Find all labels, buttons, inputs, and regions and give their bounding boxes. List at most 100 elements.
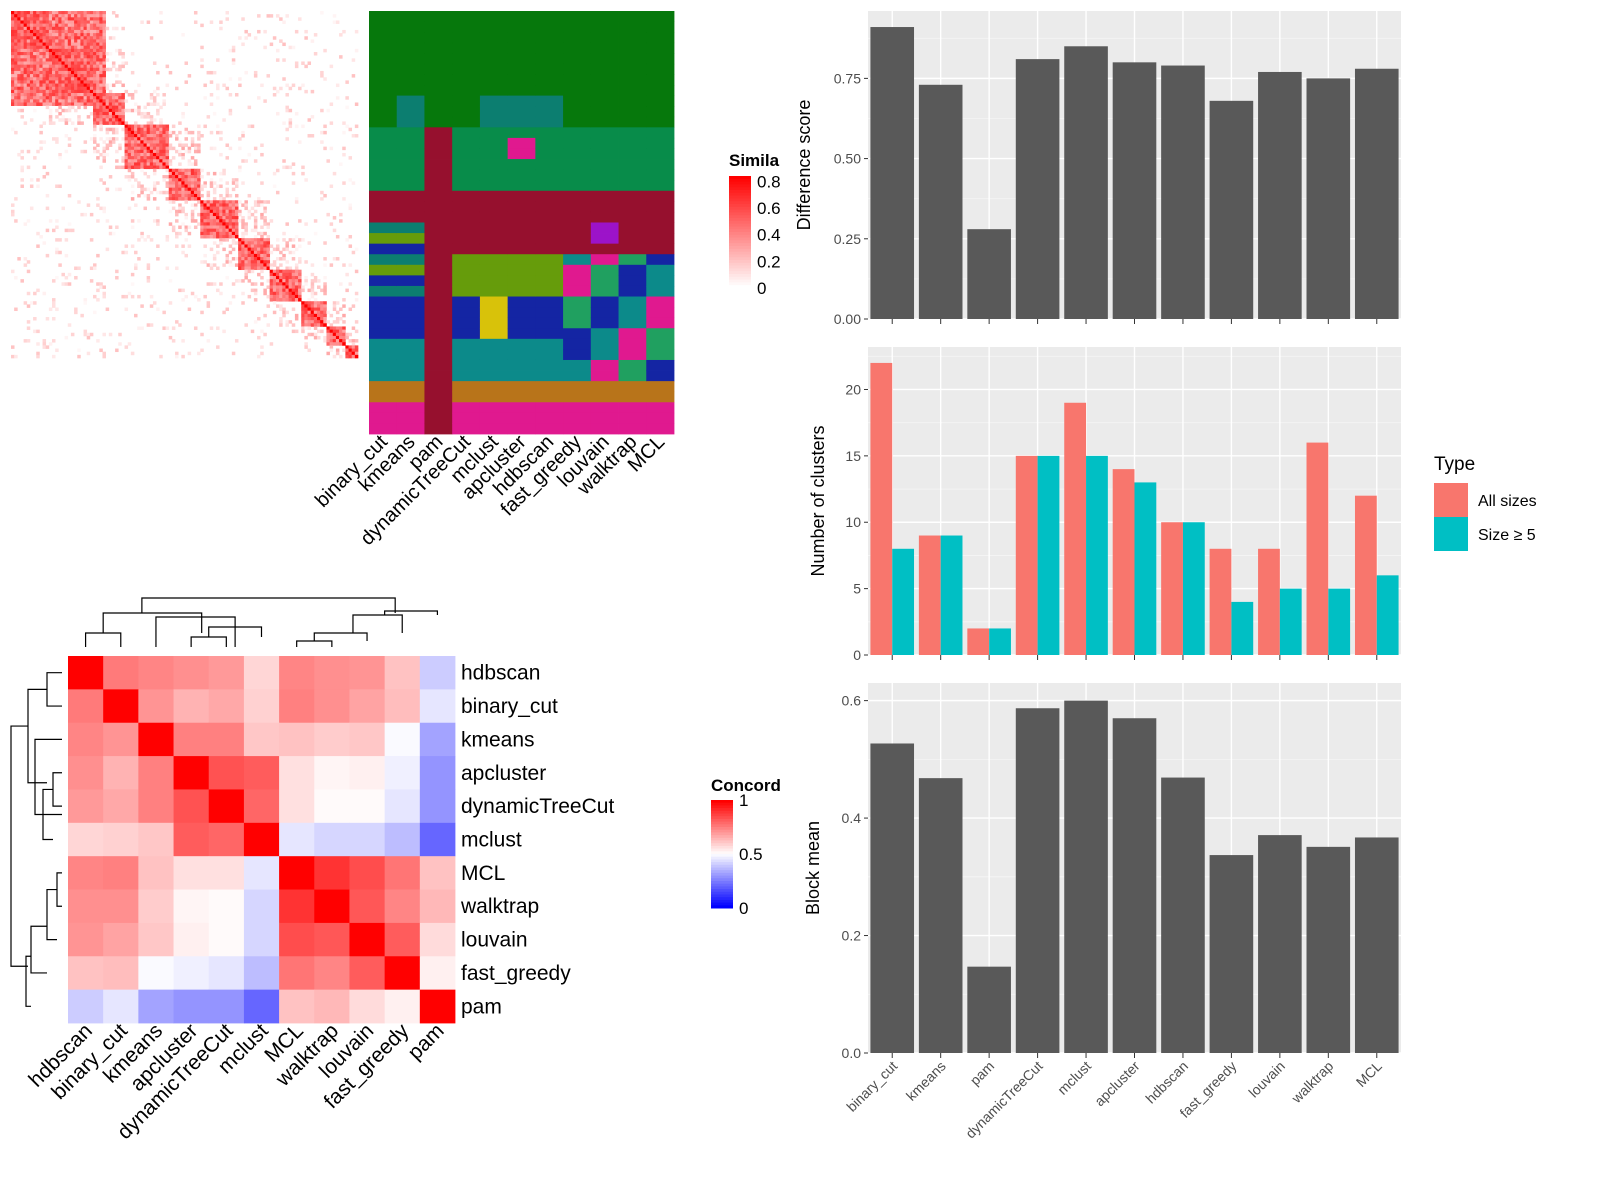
similarity-cell [39,234,43,239]
similarity-cell [313,332,318,337]
similarity-cell [342,29,346,34]
similarity-cell [39,33,43,37]
similarity-cell [187,225,192,230]
similarity-cell [178,171,182,176]
similarity-cell [83,74,88,78]
similarity-cell [115,225,119,230]
bar-size-ge-5 [989,628,1011,655]
similarity-cell [184,238,188,242]
similarity-cell [45,14,50,18]
class-cell [618,296,647,308]
similarity-cell [83,42,88,47]
concordance-cell [384,756,421,790]
similarity-cell [64,121,69,125]
similarity-cell [225,222,230,226]
concordance-legend-swatch [711,897,733,901]
similarity-heatmap-panel: binary_cutkmeanspamdynamicTreeCutmclusta… [11,11,781,550]
class-cell [479,412,509,424]
similarity-cell [48,102,53,106]
similarity-cell [181,156,185,160]
similarity-cell [282,159,286,163]
similarity-cell [247,294,252,299]
similarity-cell [291,285,296,289]
similarity-cell [70,23,75,28]
class-cell [424,222,453,234]
similarity-cell [83,39,88,43]
similarity-cell [80,23,84,28]
similarity-cell [272,260,277,264]
class-cell [424,423,453,435]
similarity-cell [187,244,192,248]
similarity-cell [137,124,141,129]
similarity-cell [206,282,211,286]
similarity-cell [222,171,226,176]
class-cell [479,328,509,340]
concordance-cell [138,889,174,924]
similarity-cell [228,193,233,198]
concordance-legend-swatch [711,856,733,860]
class-cell [369,211,398,223]
similarity-cell [115,275,119,280]
bar [1209,100,1254,319]
similarity-cell [335,332,340,337]
class-cell [369,359,398,371]
similarity-cell [108,96,113,100]
similarity-cell [307,332,312,337]
similarity-cell [52,121,56,125]
similarity-cell [39,89,43,94]
similarity-cell [61,14,65,18]
similarity-cell [140,20,144,24]
class-cell [590,412,619,424]
similarity-cell [124,307,129,312]
similarity-cell [178,143,182,147]
class-cell [646,106,675,118]
similarity-cell [111,11,116,15]
similarity-cell [168,279,173,283]
similarity-cell [67,93,72,97]
similarity-cell [80,121,84,125]
similarity-cell [234,222,239,226]
similarity-cell [23,67,28,72]
similarity-cell [206,222,211,226]
similarity-cell [266,257,271,261]
similarity-cell [209,231,214,236]
similarity-cell [143,171,147,176]
similarity-cell [20,77,24,81]
similarity-cell [96,11,100,15]
similarity-legend-swatch [729,251,751,255]
class-cell [535,423,564,435]
similarity-cell [102,64,106,69]
similarity-cell [55,70,59,75]
similarity-cell [184,149,188,154]
class-cell [507,42,536,54]
similarity-cell [55,348,59,353]
similarity-cell [11,42,15,47]
similarity-cell [42,45,47,50]
similarity-cell [219,130,223,135]
similarity-cell [89,137,94,141]
similarity-cell [55,23,59,28]
similarity-cell [29,36,34,40]
similarity-cell [149,115,154,119]
similarity-cell [118,96,122,100]
similarity-cell [285,222,289,226]
bar [1015,708,1060,1053]
concordance-cell [103,989,139,1024]
similarity-cell [156,86,160,91]
similarity-legend-swatch [729,176,751,180]
similarity-cell [197,298,201,302]
class-cell [563,391,592,403]
similarity-cell [257,244,261,248]
similarity-cell [64,118,69,122]
similarity-cell [96,36,100,40]
similarity-cell [335,342,340,346]
similarity-cell [45,316,50,321]
similarity-cell [42,48,47,53]
class-cell [618,275,647,287]
similarity-cell [184,294,188,299]
similarity-cell [197,222,201,226]
similarity-cell [234,200,239,204]
similarity-cell [89,77,94,81]
y-tick-label: 0.75 [834,70,861,86]
similarity-cell [102,77,106,81]
